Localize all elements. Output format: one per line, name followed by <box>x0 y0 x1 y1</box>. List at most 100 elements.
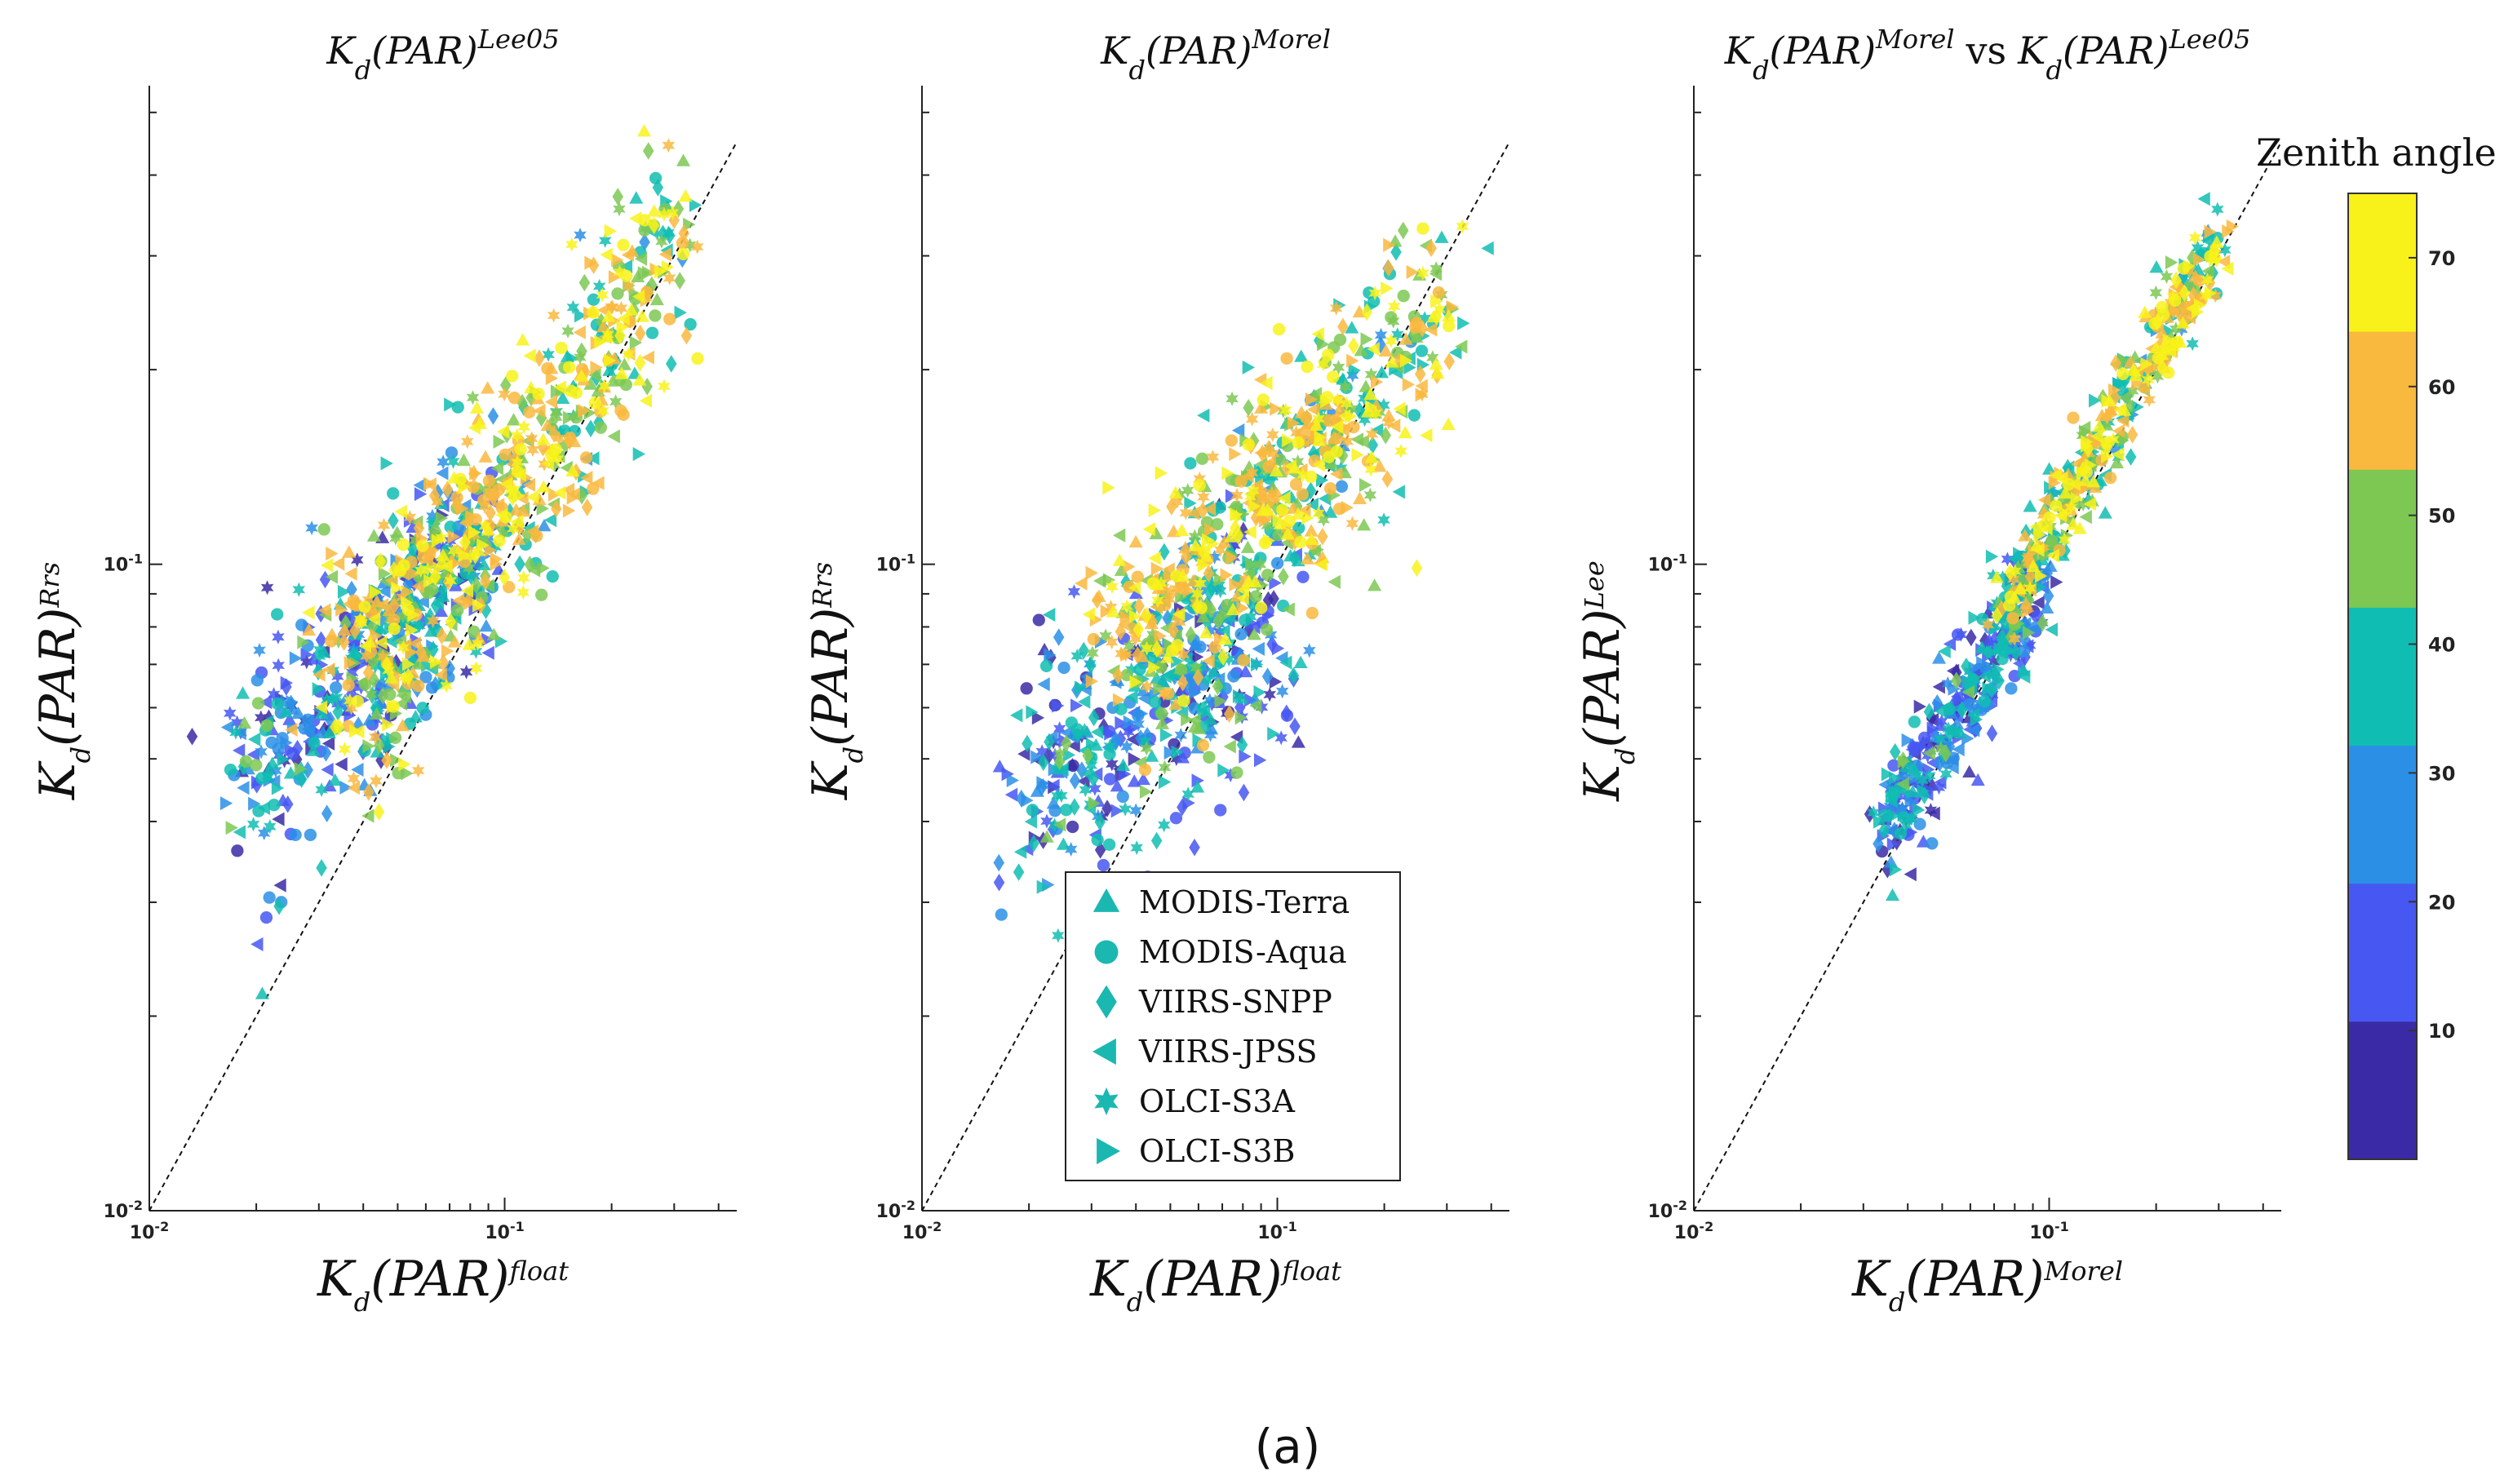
data-point <box>1141 606 1152 625</box>
data-point <box>470 401 485 414</box>
data-point <box>1201 533 1215 547</box>
data-point <box>1168 697 1183 710</box>
x-tick-label: 10-1 <box>2029 1219 2068 1244</box>
data-point <box>648 216 660 235</box>
data-point <box>614 326 626 345</box>
data-point <box>348 597 361 613</box>
data-point <box>344 566 357 581</box>
data-point <box>1057 661 1070 675</box>
data-point <box>666 205 680 220</box>
data-point <box>326 547 339 561</box>
data-point <box>1104 600 1118 615</box>
data-point <box>2090 436 2103 451</box>
data-point <box>587 293 601 306</box>
data-point <box>1943 636 1957 651</box>
data-point <box>1441 417 1456 431</box>
data-point <box>273 878 286 893</box>
data-point <box>1203 565 1215 583</box>
data-point <box>1102 481 1115 495</box>
data-point <box>346 684 357 703</box>
data-point <box>369 658 382 674</box>
data-point <box>259 695 273 710</box>
data-point <box>389 753 403 768</box>
data-point <box>1140 741 1154 756</box>
scatter-points <box>1864 192 2240 901</box>
data-point <box>451 604 464 617</box>
data-point <box>1148 660 1161 675</box>
data-point <box>561 323 574 339</box>
data-point <box>1951 724 1964 738</box>
data-point <box>1348 337 1359 355</box>
data-point <box>2034 580 2047 595</box>
data-point <box>1196 609 1211 623</box>
data-point <box>1402 377 1416 392</box>
data-point <box>361 592 375 608</box>
data-point <box>663 312 676 326</box>
data-point <box>1282 433 1295 448</box>
data-point <box>405 547 419 560</box>
data-point <box>2026 559 2041 573</box>
data-point <box>369 729 382 745</box>
data-point <box>444 521 457 534</box>
legend-item-label: OLCI-S3A <box>1139 1083 1296 1119</box>
data-point <box>507 488 519 507</box>
data-point <box>485 503 496 522</box>
data-point <box>463 560 476 576</box>
data-point <box>267 687 281 702</box>
legend-marker-triangleup-icon <box>1093 888 1120 912</box>
data-point <box>295 618 308 631</box>
data-point <box>1188 538 1203 552</box>
data-point <box>355 615 368 631</box>
data-point <box>1256 503 1270 516</box>
data-point <box>1150 831 1163 850</box>
data-point <box>1132 716 1145 732</box>
data-point <box>1247 627 1261 640</box>
data-point <box>365 687 378 702</box>
data-point <box>2125 448 2137 466</box>
data-point <box>1221 466 1234 481</box>
data-point <box>1327 370 1340 383</box>
data-point <box>534 349 545 367</box>
data-point <box>1272 322 1286 336</box>
data-point <box>498 387 511 402</box>
data-point <box>1317 357 1330 372</box>
data-point <box>1260 375 1273 391</box>
data-point <box>1279 402 1292 418</box>
data-point <box>629 191 644 204</box>
data-point <box>1934 704 1948 719</box>
data-point <box>517 570 530 586</box>
data-point <box>316 859 327 877</box>
data-point <box>1949 689 1964 702</box>
data-point <box>1271 641 1285 656</box>
data-point <box>1077 773 1090 789</box>
data-point <box>1305 470 1318 483</box>
data-point <box>268 799 281 812</box>
data-point <box>1939 766 1952 782</box>
data-point <box>1897 755 1911 769</box>
data-point <box>1175 523 1190 537</box>
data-point <box>458 547 471 563</box>
data-point <box>1013 863 1025 881</box>
data-point <box>358 600 371 614</box>
data-point <box>646 276 658 295</box>
data-point <box>1245 411 1259 427</box>
data-point <box>1916 773 1929 788</box>
data-point <box>1274 730 1288 746</box>
data-point <box>1119 610 1132 625</box>
data-point <box>1906 761 1921 774</box>
data-point <box>639 393 653 408</box>
data-point <box>304 828 317 841</box>
data-point <box>632 289 645 304</box>
data-point <box>658 379 671 394</box>
data-point <box>1145 749 1159 762</box>
data-point <box>1026 804 1039 817</box>
data-point <box>1365 427 1379 442</box>
data-point <box>342 679 355 692</box>
x-tick-label: 10-2 <box>902 1219 942 1244</box>
data-point <box>617 238 630 251</box>
data-point <box>2116 414 2130 428</box>
data-point <box>1080 766 1093 782</box>
data-point <box>1304 532 1319 545</box>
data-point <box>2165 255 2178 270</box>
data-point <box>607 429 620 444</box>
